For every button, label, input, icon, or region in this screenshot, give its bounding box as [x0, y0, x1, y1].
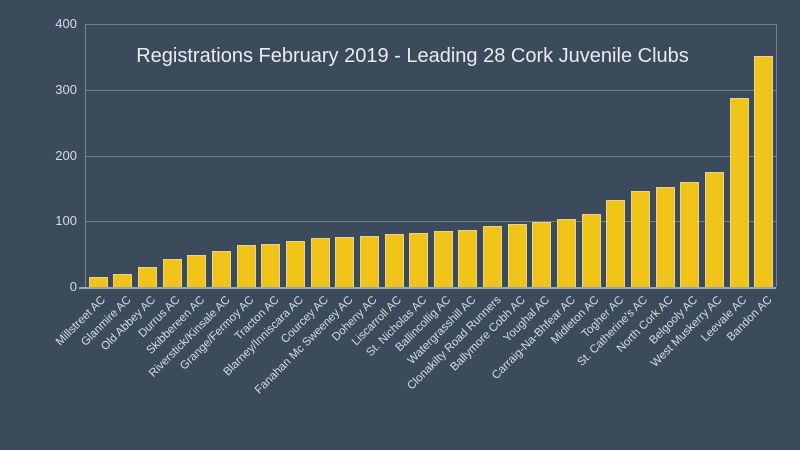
- bar[interactable]: [582, 214, 601, 287]
- bar[interactable]: [311, 238, 330, 287]
- bar[interactable]: [89, 277, 108, 287]
- x-axis-line: [79, 287, 776, 289]
- bar[interactable]: [656, 187, 675, 287]
- gridline: [86, 221, 776, 222]
- y-axis-tick-label: 100: [55, 213, 77, 228]
- bar[interactable]: [458, 230, 477, 287]
- y-axis-tick-label: 200: [55, 148, 77, 163]
- bar[interactable]: [335, 237, 354, 287]
- bar[interactable]: [163, 259, 182, 287]
- bar[interactable]: [631, 191, 650, 287]
- bar[interactable]: [187, 255, 206, 287]
- y-axis-tick-label: 300: [55, 82, 77, 97]
- gridline: [86, 24, 776, 25]
- bar[interactable]: [483, 226, 502, 287]
- bar[interactable]: [138, 267, 157, 287]
- bar[interactable]: [212, 251, 231, 287]
- bar[interactable]: [385, 234, 404, 287]
- y-axis-tick-label: 0: [69, 279, 77, 294]
- bar[interactable]: [730, 98, 749, 287]
- bar[interactable]: [508, 224, 527, 287]
- bar[interactable]: [113, 274, 132, 287]
- gridline: [86, 90, 776, 91]
- gridline: [86, 156, 776, 157]
- bar[interactable]: [754, 56, 773, 287]
- bar[interactable]: [705, 172, 724, 287]
- bar[interactable]: [286, 241, 305, 287]
- bar[interactable]: [532, 222, 551, 287]
- bar[interactable]: [409, 233, 428, 287]
- bar[interactable]: [237, 245, 256, 287]
- y-axis-tick-label: 400: [55, 16, 77, 31]
- bar[interactable]: [360, 236, 379, 287]
- bar[interactable]: [261, 244, 280, 287]
- plot-area: [85, 24, 777, 287]
- chart-title: Registrations February 2019 - Leading 28…: [136, 45, 689, 67]
- bar[interactable]: [680, 182, 699, 287]
- bar[interactable]: [557, 219, 576, 287]
- bar[interactable]: [606, 200, 625, 287]
- bar[interactable]: [434, 231, 453, 287]
